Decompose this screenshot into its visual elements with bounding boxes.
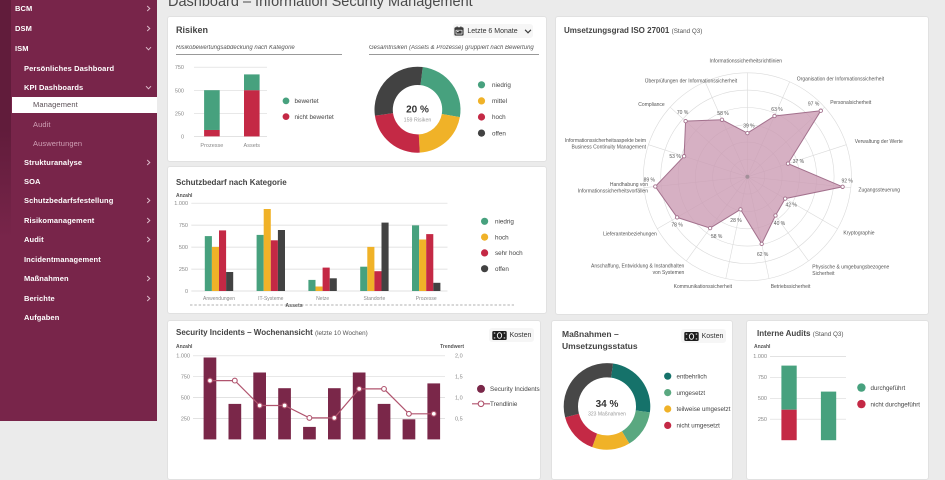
svg-text:entbehrlich: entbehrlich (677, 373, 708, 380)
svg-text:0: 0 (181, 134, 184, 140)
svg-text:1,5: 1,5 (455, 375, 463, 381)
svg-text:78 %: 78 % (671, 222, 683, 228)
svg-text:Business Continuity Management: Business Continuity Management (572, 144, 647, 150)
svg-text:1,0: 1,0 (455, 395, 463, 401)
svg-text:Überprüfungen der Informations: Überprüfungen der Informationssicherheit (645, 78, 738, 85)
svg-text:37 %: 37 % (793, 159, 805, 165)
svg-text:500: 500 (179, 245, 188, 251)
svg-text:0,5: 0,5 (455, 416, 463, 422)
svg-text:42 %: 42 % (785, 203, 797, 209)
svg-text:Verwaltung der Werte: Verwaltung der Werte (855, 139, 903, 145)
svg-text:Anzahl: Anzahl (754, 344, 771, 350)
svg-text:28 %: 28 % (730, 218, 742, 224)
svg-text:39 %: 39 % (743, 124, 755, 130)
svg-text:500: 500 (181, 395, 190, 401)
svg-text:Prozesse: Prozesse (416, 296, 437, 302)
svg-text:Anzahl: Anzahl (176, 344, 193, 350)
svg-text:Zugangssteuerung: Zugangssteuerung (858, 188, 900, 194)
svg-text:Informationssicherheitsaspekte: Informationssicherheitsaspekte beim (565, 138, 646, 144)
svg-text:250: 250 (179, 267, 188, 273)
svg-text:Anzahl: Anzahl (176, 193, 193, 199)
svg-text:Physische & umgebungsbezogene: Physische & umgebungsbezogene (812, 265, 889, 271)
svg-text:Security Incidents: Security Incidents (490, 386, 540, 393)
svg-text:Kommunikationssicherheit: Kommunikationssicherheit (674, 284, 733, 290)
svg-text:97 %: 97 % (808, 101, 820, 107)
svg-text:offen: offen (495, 266, 509, 273)
svg-text:500: 500 (758, 396, 767, 402)
svg-text:Kryptographie: Kryptographie (843, 231, 874, 237)
svg-text:Anwendungen: Anwendungen (203, 296, 235, 302)
svg-text:Lieferantenbeziehungen: Lieferantenbeziehungen (603, 232, 657, 238)
svg-text:2,0: 2,0 (455, 354, 463, 360)
svg-text:70 %: 70 % (677, 110, 689, 116)
svg-text:hoch: hoch (495, 234, 509, 241)
svg-text:Handhabung von: Handhabung von (610, 182, 648, 188)
svg-text:323 Maßnahmen: 323 Maßnahmen (588, 411, 626, 417)
svg-text:250: 250 (181, 416, 190, 422)
svg-text:nicht umgesetzt: nicht umgesetzt (677, 423, 721, 430)
svg-text:750: 750 (179, 223, 188, 229)
svg-text:750: 750 (175, 65, 184, 71)
svg-text:63 %: 63 % (771, 107, 783, 113)
svg-text:bewertet: bewertet (295, 98, 319, 105)
svg-text:Informationssicherheitsrichtli: Informationssicherheitsrichtlinien (710, 59, 783, 65)
svg-text:Personalsicherheit: Personalsicherheit (830, 100, 872, 106)
svg-text:34 %: 34 % (596, 399, 619, 410)
svg-text:1.000: 1.000 (753, 354, 767, 360)
svg-text:20 %: 20 % (406, 105, 429, 116)
svg-text:Compliance: Compliance (638, 102, 665, 108)
svg-text:750: 750 (181, 375, 190, 381)
svg-text:Anschaffung, Entwicklung & Ins: Anschaffung, Entwicklung & Instandhalten (591, 264, 685, 270)
svg-text:250: 250 (758, 417, 767, 423)
svg-text:53 %: 53 % (669, 154, 681, 160)
svg-text:Informationssicherheitsvorfäll: Informationssicherheitsvorfällen (578, 188, 649, 194)
svg-text:sehr hoch: sehr hoch (495, 250, 523, 257)
svg-text:40 %: 40 % (774, 221, 786, 227)
svg-text:niedrig: niedrig (492, 82, 511, 89)
svg-text:niedrig: niedrig (495, 219, 514, 226)
svg-text:von Systemen: von Systemen (653, 270, 685, 276)
svg-text:offen: offen (492, 130, 506, 137)
svg-text:Trendlinie: Trendlinie (490, 401, 518, 408)
svg-text:0: 0 (185, 289, 188, 295)
svg-text:mittel: mittel (492, 98, 507, 105)
svg-text:159 Risiken: 159 Risiken (404, 118, 432, 124)
svg-text:Assets: Assets (244, 143, 261, 149)
svg-text:IT-Systeme: IT-Systeme (258, 296, 284, 302)
svg-text:Betriebssicherheit: Betriebssicherheit (771, 284, 811, 290)
svg-text:92 %: 92 % (841, 178, 853, 184)
svg-text:250: 250 (175, 111, 184, 117)
svg-text:hoch: hoch (492, 114, 506, 121)
svg-text:750: 750 (758, 375, 767, 381)
svg-text:62 %: 62 % (757, 252, 769, 258)
svg-text:Standorte: Standorte (364, 296, 386, 302)
svg-text:nicht durchgeführt: nicht durchgeführt (871, 401, 921, 408)
svg-text:1.000: 1.000 (174, 201, 188, 207)
svg-text:umgesetzt: umgesetzt (677, 390, 706, 397)
svg-text:Prozesse: Prozesse (200, 143, 223, 149)
svg-text:89 %: 89 % (644, 178, 656, 184)
svg-text:Sicherheit: Sicherheit (812, 271, 835, 277)
svg-text:durchgeführt: durchgeführt (871, 385, 906, 392)
svg-text:teilweise umgesetzt: teilweise umgesetzt (677, 406, 731, 413)
svg-text:Assets: Assets (285, 303, 302, 309)
svg-text:58 %: 58 % (711, 234, 723, 240)
svg-text:Trendwert: Trendwert (440, 344, 464, 350)
svg-text:Netze: Netze (316, 296, 329, 302)
svg-text:58 %: 58 % (717, 111, 729, 117)
svg-text:500: 500 (175, 88, 184, 94)
svg-text:1.000: 1.000 (176, 354, 190, 360)
svg-text:Organisation der Informationss: Organisation der Informationssicherheit (797, 77, 885, 83)
svg-text:nicht bewertet: nicht bewertet (295, 114, 334, 121)
